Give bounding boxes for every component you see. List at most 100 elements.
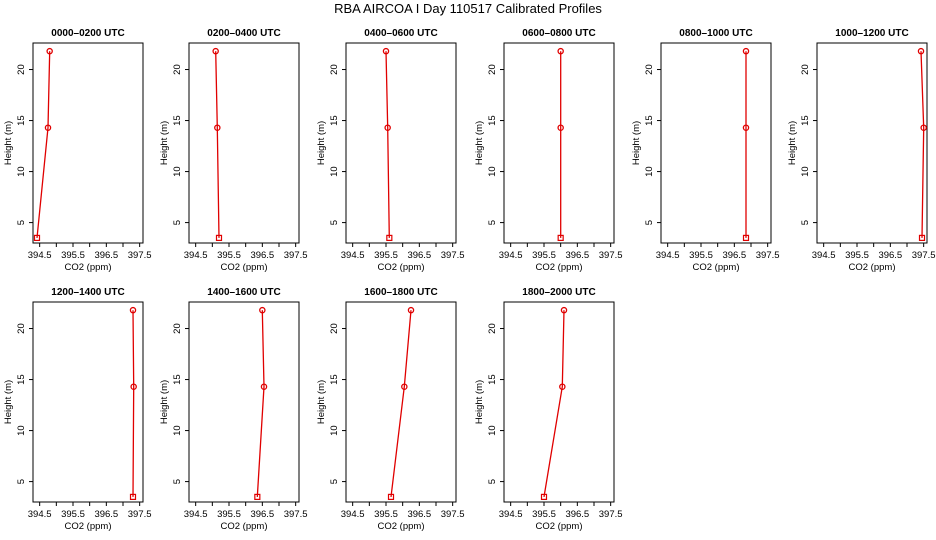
chart-title: RBA AIRCOA I Day 110517 Calibrated Profi… bbox=[334, 1, 602, 16]
x-tick-label: 395.5 bbox=[532, 509, 556, 520]
panel-2: 0200–0400 UTC 394.5 395.5 396.5 397.5 5 10 15 20… bbox=[159, 28, 308, 273]
series-line bbox=[215, 51, 220, 238]
y-tick-label: 20 bbox=[172, 323, 183, 334]
y-tick-label: 10 bbox=[644, 166, 655, 177]
data-point bbox=[407, 306, 415, 314]
data-point bbox=[559, 383, 566, 390]
data-point bbox=[44, 124, 52, 131]
x-tick-label: 395.5 bbox=[217, 250, 241, 261]
x-tick-label: 397.5 bbox=[128, 250, 152, 261]
series-line bbox=[256, 310, 265, 497]
x-tick-label: 395.5 bbox=[845, 250, 869, 261]
x-tick-label: 395.5 bbox=[532, 250, 556, 261]
y-tick-label: 15 bbox=[16, 374, 27, 385]
y-tick-label: 10 bbox=[172, 425, 183, 436]
panel-1: 0000–0200 UTC 394.5 395.5 396.5 397.5 5 10 15 20… bbox=[3, 28, 152, 273]
data-point bbox=[557, 124, 564, 131]
x-tick-label: 394.5 bbox=[184, 250, 208, 261]
series-line bbox=[920, 51, 925, 238]
x-tick-label: 394.5 bbox=[656, 250, 680, 261]
panel-title: 1600–1800 UTC bbox=[364, 287, 437, 298]
y-tick-label: 5 bbox=[329, 220, 340, 225]
x-tick-label: 395.5 bbox=[217, 509, 241, 520]
data-point bbox=[214, 124, 221, 131]
x-tick-label: 397.5 bbox=[284, 250, 308, 261]
y-axis-label: Height (m) bbox=[3, 380, 14, 424]
data-point bbox=[46, 47, 53, 55]
y-tick-label: 5 bbox=[172, 220, 183, 225]
y-tick-label: 5 bbox=[16, 479, 27, 484]
plot-frame bbox=[32, 301, 144, 503]
y-tick-label: 20 bbox=[16, 323, 27, 334]
data-point bbox=[401, 383, 408, 390]
data-point bbox=[557, 47, 564, 55]
x-axis-label: CO2 (ppm) bbox=[221, 521, 268, 532]
data-point bbox=[387, 493, 395, 500]
data-point bbox=[129, 493, 137, 500]
data-point bbox=[33, 234, 41, 241]
y-tick-label: 5 bbox=[487, 220, 498, 225]
y-axis-label: Height (m) bbox=[159, 380, 170, 424]
data-point bbox=[129, 306, 137, 314]
y-tick-label: 5 bbox=[487, 479, 498, 484]
data-point bbox=[557, 234, 564, 241]
x-tick-label: 396.5 bbox=[94, 250, 118, 261]
x-axis-label: CO2 (ppm) bbox=[849, 262, 896, 273]
data-point bbox=[384, 124, 391, 131]
data-point bbox=[917, 47, 925, 55]
y-tick-label: 10 bbox=[329, 425, 340, 436]
x-tick-label: 396.5 bbox=[94, 509, 118, 520]
plot-frame bbox=[32, 42, 144, 244]
x-axis-label: CO2 (ppm) bbox=[65, 262, 112, 273]
panel-title: 1800–2000 UTC bbox=[522, 287, 595, 298]
y-tick-label: 5 bbox=[800, 220, 811, 225]
y-tick-label: 15 bbox=[800, 115, 811, 126]
x-tick-label: 395.5 bbox=[61, 250, 85, 261]
y-tick-label: 15 bbox=[329, 374, 340, 385]
y-axis-label: Height (m) bbox=[316, 380, 327, 424]
y-tick-label: 15 bbox=[644, 115, 655, 126]
y-tick-label: 20 bbox=[487, 323, 498, 334]
y-axis-label: Height (m) bbox=[3, 121, 14, 165]
panel-title: 0000–0200 UTC bbox=[51, 28, 124, 39]
x-tick-label: 396.5 bbox=[878, 250, 902, 261]
data-point bbox=[560, 306, 568, 314]
x-tick-label: 396.5 bbox=[250, 250, 274, 261]
x-tick-label: 396.5 bbox=[722, 250, 746, 261]
x-tick-label: 397.5 bbox=[756, 250, 780, 261]
series-line bbox=[36, 51, 51, 238]
x-tick-label: 395.5 bbox=[374, 509, 398, 520]
y-tick-label: 20 bbox=[487, 64, 498, 75]
x-tick-label: 395.5 bbox=[61, 509, 85, 520]
data-point bbox=[742, 234, 750, 241]
x-tick-label: 397.5 bbox=[912, 250, 936, 261]
x-tick-label: 394.5 bbox=[28, 250, 52, 261]
panel-3: 0400–0600 UTC 394.5 395.5 396.5 397.5 5 10 15 20… bbox=[316, 28, 465, 273]
x-axis-label: CO2 (ppm) bbox=[65, 521, 112, 532]
y-tick-label: 5 bbox=[329, 479, 340, 484]
data-point bbox=[918, 234, 926, 241]
series-line bbox=[543, 310, 565, 498]
y-tick-label: 20 bbox=[16, 64, 27, 75]
y-tick-label: 15 bbox=[329, 115, 340, 126]
y-tick-label: 15 bbox=[16, 115, 27, 126]
x-tick-label: 395.5 bbox=[689, 250, 713, 261]
x-axis-label: CO2 (ppm) bbox=[536, 521, 583, 532]
x-tick-label: 397.5 bbox=[441, 509, 465, 520]
x-tick-label: 397.5 bbox=[599, 250, 623, 261]
y-tick-label: 5 bbox=[172, 479, 183, 484]
series-line bbox=[132, 310, 135, 497]
panel-8: 1400–1600 UTC 394.5 395.5 396.5 397.5 5 10 15 20… bbox=[159, 287, 308, 532]
panel-title: 0800–1000 UTC bbox=[679, 28, 752, 39]
panel-title: 1200–1400 UTC bbox=[51, 287, 124, 298]
data-point bbox=[386, 234, 393, 241]
series-line bbox=[385, 51, 390, 238]
x-tick-label: 397.5 bbox=[284, 509, 308, 520]
plot-frame bbox=[503, 301, 615, 503]
data-point bbox=[920, 124, 927, 131]
y-axis-label: Height (m) bbox=[159, 121, 170, 165]
panels: 0000–0200 UTC 394.5 395.5 396.5 397.5 5 10 15 20… bbox=[3, 28, 936, 532]
plot-frame bbox=[345, 42, 457, 244]
series-line bbox=[390, 310, 412, 497]
panel-title: 0600–0800 UTC bbox=[522, 28, 595, 39]
